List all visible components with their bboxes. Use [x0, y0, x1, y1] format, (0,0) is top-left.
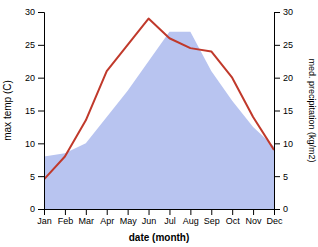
x-tick-mark — [128, 209, 129, 215]
y-tick-mark — [38, 111, 44, 112]
y-tick-mark — [38, 78, 44, 79]
x-tick: Nov — [246, 209, 263, 226]
x-tick-label: Jun — [142, 216, 157, 226]
y2-tick-label: 30 — [283, 7, 293, 17]
y2-axis-title: med. precipitation (kg/m2) — [307, 58, 317, 162]
y2-tick-mark — [274, 111, 280, 112]
y2-tick: 0 — [274, 204, 288, 214]
y2-tick: 30 — [274, 7, 293, 17]
y-tick-label: 15 — [25, 106, 35, 116]
x-tick-label: Oct — [226, 216, 241, 226]
y-tick: 30 — [25, 7, 44, 17]
x-tick-mark — [190, 209, 191, 215]
y-tick-mark — [38, 176, 44, 177]
y-tick: 25 — [25, 40, 44, 50]
x-tick-mark — [86, 209, 87, 215]
y2-tick-mark — [274, 209, 280, 210]
x-axis: Jan Feb Mar Apr May Jun Jul Aug Sep Oct NovDec — [37, 209, 283, 226]
y-tick-mark — [38, 45, 44, 46]
y-tick: 10 — [25, 139, 44, 149]
chart: JanFebMarAprMayJunJulAugSepOctNovDec0510… — [0, 0, 318, 247]
x-tick: Sep — [204, 209, 220, 226]
line — [44, 19, 274, 180]
x-tick: Aug — [183, 209, 199, 226]
y2-tick-label: 5 — [283, 172, 288, 182]
y-axis-title: max temp (C) — [2, 80, 13, 141]
x-tick-label: Mar — [79, 216, 95, 226]
x-tick-label: May — [120, 216, 138, 226]
x-tick-mark — [149, 209, 150, 215]
x-tick: Jan — [37, 209, 52, 226]
y-tick-label: 25 — [25, 40, 35, 50]
y-tick-label: 20 — [25, 73, 35, 83]
x-axis-line — [45, 210, 275, 216]
x-axis-title: date (month) — [129, 232, 190, 243]
y2-tick-label: 15 — [283, 106, 293, 116]
x-tick-label: Nov — [246, 216, 263, 226]
x-tick-mark — [211, 209, 212, 215]
y2-tick-label: 0 — [283, 204, 288, 214]
area — [44, 32, 274, 209]
y-tick: 20 — [25, 73, 44, 83]
x-tick: Feb — [58, 209, 74, 226]
y-tick: 0 — [30, 204, 44, 214]
x-tick-mark — [169, 209, 170, 215]
y-axis-line — [38, 13, 45, 210]
x-tick-label: Apr — [100, 216, 114, 226]
plot: JanFebMarAprMayJunJulAugSepOctNovDec0510… — [25, 7, 293, 226]
y-tick: 15 — [25, 106, 44, 116]
x-tick-label: Aug — [183, 216, 199, 226]
y2-tick-mark — [274, 12, 280, 13]
y2-tick-mark — [274, 78, 280, 79]
y2-tick: 10 — [274, 139, 293, 149]
x-tick: May — [120, 209, 138, 226]
y2-tick: 20 — [274, 73, 293, 83]
y-tick-label: 5 — [30, 172, 35, 182]
x-tick: Mar — [79, 209, 95, 226]
y2-tick-label: 10 — [283, 139, 293, 149]
y2-tick-mark — [274, 45, 280, 46]
y2-tick-label: 25 — [283, 40, 293, 50]
y2-tick-mark — [274, 176, 280, 177]
x-tick: Jul — [164, 209, 176, 226]
y-tick-label: 10 — [25, 139, 35, 149]
y-tick-mark — [38, 209, 44, 210]
y2-tick-mark — [274, 143, 280, 144]
y-tick-label: 0 — [30, 204, 35, 214]
x-tick-label: Sep — [204, 216, 220, 226]
x-tick: Dec — [266, 209, 283, 226]
x-tick: Oct — [226, 209, 241, 226]
x-tick-label: Feb — [58, 216, 74, 226]
x-tick-label: Jan — [37, 216, 52, 226]
y-tick-mark — [38, 143, 44, 144]
x-tick: Jun — [142, 209, 157, 226]
x-tick: Apr — [100, 209, 114, 226]
y-tick: 5 — [30, 172, 44, 182]
y2-axis: 0 5 10 15 20 25 30 — [274, 7, 293, 214]
y-axis: 0 5 10 15 20 25 30 — [25, 7, 45, 214]
y2-tick: 25 — [274, 40, 293, 50]
x-tick-label: Jul — [164, 216, 176, 226]
y-tick-mark — [38, 12, 44, 13]
y-tick-label: 30 — [25, 7, 35, 17]
x-tick-mark — [65, 209, 66, 215]
y2-tick-label: 20 — [283, 73, 293, 83]
x-tick-mark — [253, 209, 254, 215]
y2-tick: 15 — [274, 106, 293, 116]
x-tick-label: Dec — [266, 216, 283, 226]
y2-axis-line — [275, 13, 281, 210]
x-tick-mark — [232, 209, 233, 215]
marks — [44, 19, 274, 209]
y2-tick: 5 — [274, 172, 288, 182]
x-tick-mark — [107, 209, 108, 215]
